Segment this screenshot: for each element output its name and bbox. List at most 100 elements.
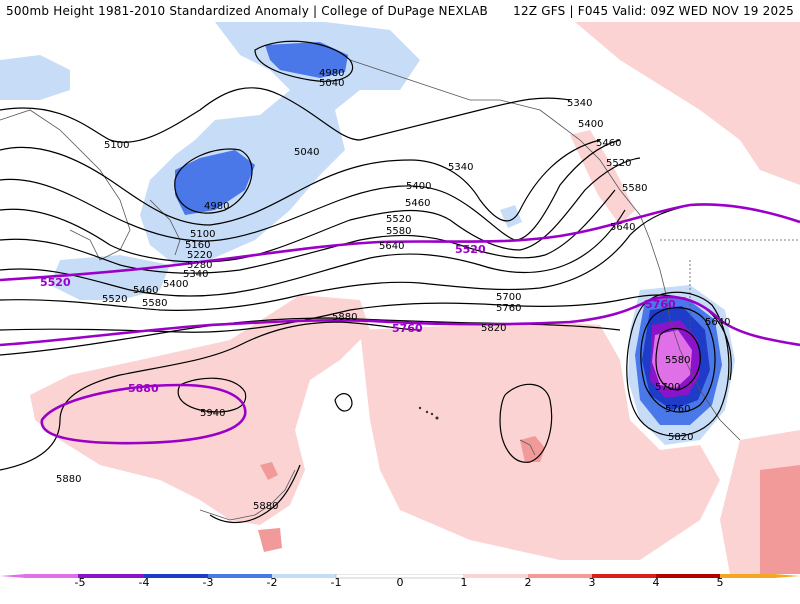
contour-label: 5400 [578,119,603,130]
highlight-label: 5520 [455,243,486,256]
contour-label: 5880 [56,474,81,485]
anomaly-region-neg1-corner [0,55,70,100]
island-dot [435,416,439,420]
colorbar-tick-label: -1 [330,576,342,589]
contour-label: 5940 [200,408,225,419]
highlight-label: 5880 [128,382,159,395]
contour-label: 5460 [405,198,430,209]
colorbar-segment [26,574,78,578]
contour-4980-north [254,40,354,82]
contour-label: 5640 [705,317,730,328]
contour-label: 5580 [665,355,690,366]
contour-label: 5520 [386,214,411,225]
colorbar-arrow-right [774,574,800,578]
alaska-coastline [349,59,651,241]
asia-coastline [0,109,131,261]
colorbar-tick-label: 3 [588,576,596,589]
contour-5400 [0,139,621,242]
contour-hawaii-closed [499,383,553,463]
anomaly-region-neg1-small [500,205,522,228]
contour-5100 [0,87,571,143]
contour-cutoff-inner [640,307,716,413]
anomaly-region-neg2-low [175,150,255,215]
map-header: 500mb Height 1981-2010 Standardized Anom… [0,0,800,23]
contour-label: 5460 [133,285,158,296]
positive-anomaly-shading [30,22,800,574]
contour-5640 [0,204,691,311]
colorbar-tick-label: 1 [460,576,468,589]
island-dot [418,406,422,410]
contour-label: 5220 [187,250,212,261]
colorbar-tick-label: -2 [266,576,278,589]
colorbar-segment [208,574,272,578]
islands [418,406,439,420]
colorbar-segment [464,574,528,578]
contour-label: 5880 [332,312,357,323]
contour-label: 5880 [253,501,278,512]
highlight-contours [0,203,800,445]
colorbar-segment [144,574,208,578]
contour-5880-highlight [40,383,247,445]
kamchatka-coastline [149,199,181,256]
contour-cutoff-outer [626,291,730,437]
contour-label: 5640 [610,222,635,233]
australia-coastline [199,469,296,521]
contour-label: 4980 [204,201,229,212]
map-title: 500mb Height 1981-2010 Standardized Anom… [6,4,488,18]
contour-label: 5400 [406,181,431,192]
contour-small-closed [334,393,353,412]
colorbar-segment [720,574,774,578]
colorbar-tick-label: 5 [716,576,724,589]
contour-label: 4980 [319,68,344,79]
colorbar-segment [592,574,656,578]
colorbar-tick-label: -3 [202,576,214,589]
height-anomaly-map: 5100 5040 4980 5040 4980 5100 5160 5220 … [0,22,800,574]
contour-5820 [0,321,421,471]
contour-label: 5520 [606,158,631,169]
contour-label: 5580 [142,298,167,309]
colorbar-segment [656,574,720,578]
anomaly-region-pos1-central [360,322,720,560]
colorbar-tick-label: 4 [652,576,660,589]
contour-label: 5340 [567,98,592,109]
contour-label: 5040 [319,78,344,89]
contour-5940 [177,377,247,413]
contour-label: 5160 [185,240,210,251]
contour-label: 5760 [496,303,521,314]
contour-label: 5520 [102,294,127,305]
colorbar-tick-label: -5 [74,576,86,589]
contour-label: 5760 [665,404,690,415]
anomaly-region-neg5-cutoff [652,330,692,388]
contour-labels: 5100 5040 4980 5040 4980 5100 5160 5220 … [56,68,730,512]
colorbar-segment [528,574,592,578]
colorbar-graphic [0,573,800,579]
contour-label: 5340 [183,269,208,280]
contour-5460 [0,157,641,263]
anomaly-region-neg2-north [265,42,348,78]
contour-label: 5100 [190,229,215,240]
anomaly-region-pos2-nz [258,528,282,552]
contour-label: 5580 [622,183,647,194]
contour-label: 5820 [668,432,693,443]
colorbar-tick-label: 2 [524,576,532,589]
contour-label: 5700 [496,292,521,303]
colorbar-tick-label: -4 [138,576,150,589]
anomaly-region-neg1-south [50,255,170,300]
contour-4980-low [174,148,253,214]
highlight-label: 5760 [392,322,423,335]
highlight-label: 5520 [40,276,71,289]
highlight-labels: 5520 5520 5760 5760 5880 [40,243,676,395]
hawaii-coastline [519,439,536,456]
contour-label: 5580 [386,226,411,237]
contour-label: 5700 [655,382,680,393]
contour-label: 5340 [448,162,473,173]
contour-label: 5820 [481,323,506,334]
model-run-info: 12Z GFS | F045 Valid: 09Z WED NOV 19 202… [513,4,794,18]
contour-5340 [0,139,601,226]
contour-cutoff-core [655,327,701,391]
island-dot [430,412,434,416]
colorbar-segment [272,574,336,578]
contour-label: 5100 [104,140,129,151]
colorbar-arrow-left [0,574,26,578]
contour-5580 [0,209,626,297]
